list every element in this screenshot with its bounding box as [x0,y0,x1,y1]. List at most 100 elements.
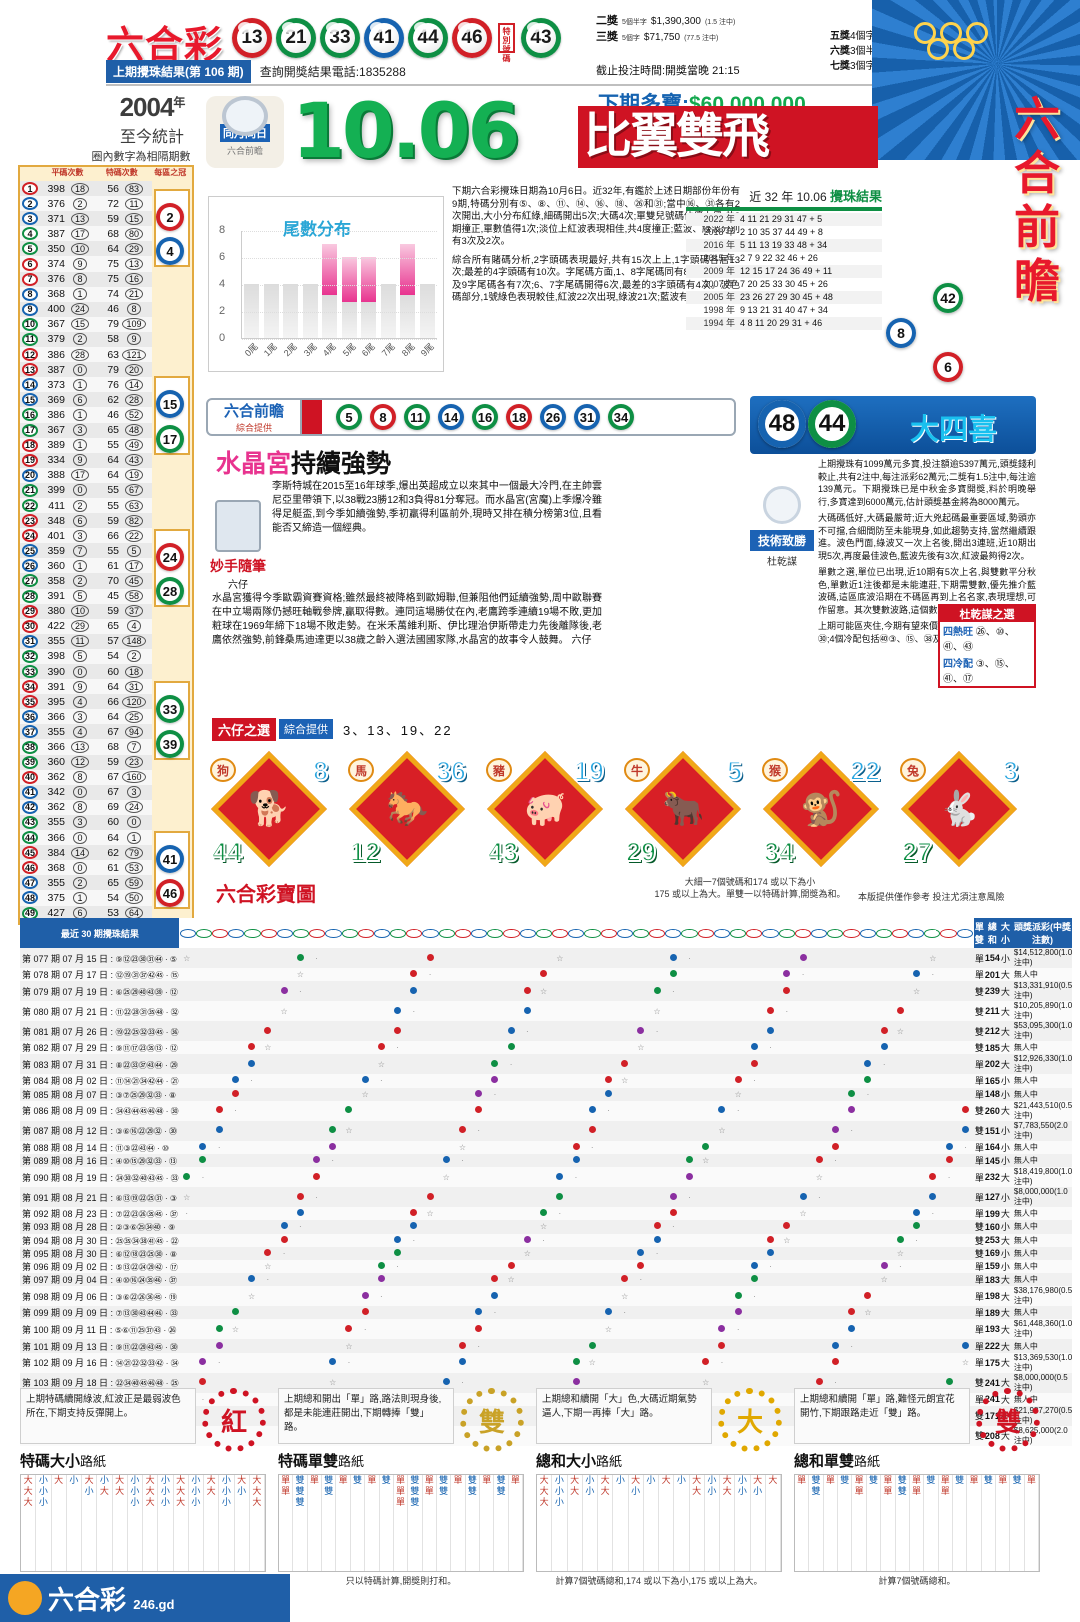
number-cell [357,1220,374,1234]
forecast-ball[interactable]: 16 [472,404,498,430]
number-cell [713,1286,731,1307]
forecast-ball[interactable]: 34 [608,404,634,430]
row-payout: 無人中 [1010,968,1073,982]
number-cell [632,1074,649,1088]
row-size: 小 [999,1259,1011,1274]
number-cell [535,1187,552,1208]
number-cell [243,1352,260,1373]
number-cell [665,1087,682,1101]
number-cell [551,1120,568,1141]
number-col-header: 25 [568,928,585,938]
number-cell [746,1153,763,1168]
number-cell [794,948,812,968]
number-cell [389,1167,406,1188]
number-cell [827,1259,844,1274]
number-cell [665,1339,682,1353]
number-cell [243,1233,260,1247]
number-cell [811,1339,828,1353]
number-cell [584,1167,601,1188]
road-column: 小 [644,1475,659,1571]
row-oddeven: 雙 [973,981,985,1002]
stats-row-ball: 9 [22,302,38,316]
row-payout: 無人中 [1010,1259,1073,1274]
number-cell [486,1339,504,1353]
number-cell [584,1246,601,1260]
number-cell [811,1319,828,1340]
number-cell [486,1100,504,1121]
stats-row: 24 401 3 66 22 [20,528,152,544]
road-column: 雙 [982,1475,997,1571]
prize-name: 二獎 [596,15,618,27]
number-cell [259,1054,276,1075]
number-cell [746,1001,763,1022]
number-cell [486,1246,504,1260]
stats-row-ball: 39 [22,755,38,769]
number-cell [616,1259,633,1274]
stats-normal-gap: 17 [68,469,92,482]
forecast-ball[interactable]: 18 [506,404,532,430]
number-cell [178,1074,195,1088]
number-cell [908,1259,925,1274]
forecast-ball[interactable]: 26 [540,404,566,430]
stats-special-count: 56 [107,182,119,195]
number-cell [275,1220,293,1234]
stats-normal-count: 355 [47,635,65,648]
number-cell: ☆ [778,1233,795,1247]
dot-marker: · [558,1209,562,1219]
row-size: 大 [999,1054,1011,1075]
number-cell [275,1100,293,1121]
number-cell: ☆ [616,1074,633,1088]
number-cell [373,1001,390,1022]
number-cell [681,1074,698,1088]
number-cell [908,1273,925,1287]
row-sum: 253 [984,1233,1000,1247]
road-map: 上期總和續開「單」路,難怪元朗宜花開竹,下期跟路走近「雙」路。雙總和單雙路紙單雙… [794,1388,1040,1587]
forecast-ball[interactable]: 31 [574,404,600,430]
road-footnote: 計算7個號碼總和。 [878,1576,956,1586]
hot-ball: 2 [156,203,184,231]
number-cell [357,1246,374,1260]
number-cell [454,1233,471,1247]
number-cell [178,1140,195,1154]
number-cell [924,1246,941,1260]
forecast-ball[interactable]: 5 [336,404,362,430]
number-cell [843,1286,860,1307]
stats-row: 46 368 0 61 53 [20,860,152,876]
number-cell [584,968,601,982]
number-cell [908,1054,925,1075]
number-cell [584,1233,601,1247]
forecast-ball[interactable]: 14 [438,404,464,430]
stats-row: 49 427 6 53 64 [20,905,152,921]
row-payout: $61,448,360(1.0 注中) [1010,1319,1073,1340]
row-sum: 169 [984,1246,1000,1260]
number-cell [292,1306,309,1320]
forecast-ball[interactable]: 11 [404,404,430,430]
number-cell [681,981,698,1002]
forecast-ball[interactable]: 8 [370,404,396,430]
number-cell [681,1273,698,1287]
number-cell [584,1286,601,1307]
number-cell [746,1372,763,1393]
row-sum: 164 [984,1140,1000,1154]
number-cell [486,1220,504,1234]
road-cell: 大 [115,1486,125,1496]
stats-normal-count: 358 [47,574,65,587]
number-cell [211,1001,228,1022]
number-cell [373,1140,390,1154]
number-cell [584,1220,601,1234]
number-cell [535,1041,552,1055]
road-cell: 雙 [324,1486,334,1496]
stats-row-ball: 25 [22,544,38,558]
road-cell: 雙 [897,1486,907,1496]
road-cell: 雙 [496,1475,506,1485]
number-cell [859,1120,877,1141]
number-cell [275,1319,293,1340]
number-cell [211,1120,228,1141]
number-cell [503,1140,520,1154]
road-cell: 小 [160,1497,170,1507]
number-cell [405,948,422,968]
number-cell [827,1207,844,1221]
stats-row-ball: 31 [22,634,38,648]
hot-ball: 4 [156,237,184,265]
